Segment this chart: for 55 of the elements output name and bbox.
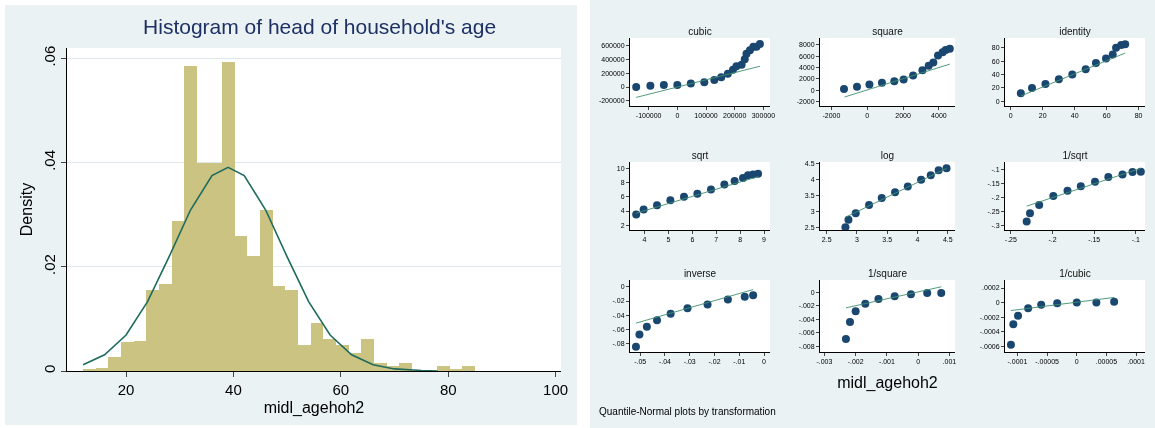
point bbox=[1108, 50, 1117, 59]
point bbox=[632, 83, 641, 92]
chart-title: inverse bbox=[683, 268, 717, 279]
point bbox=[865, 80, 874, 89]
point bbox=[1022, 217, 1031, 226]
point bbox=[1014, 311, 1023, 320]
point bbox=[1009, 320, 1018, 329]
point bbox=[646, 81, 655, 90]
chart-title: identity bbox=[1059, 26, 1091, 37]
point bbox=[740, 292, 749, 301]
point bbox=[841, 223, 850, 230]
chart-title: log bbox=[880, 150, 895, 161]
chart-title: Histogram of head of household's age bbox=[143, 15, 497, 39]
point bbox=[937, 288, 946, 297]
text: Quantile-Normal plots by transformation bbox=[599, 406, 776, 417]
point bbox=[1110, 297, 1119, 306]
chart-title: 1/sqrt bbox=[1062, 150, 1088, 161]
x-tick-label: 40 bbox=[225, 381, 242, 398]
point bbox=[737, 60, 746, 69]
point bbox=[642, 322, 651, 331]
y-tick-label: 0 bbox=[41, 364, 58, 373]
point bbox=[945, 44, 954, 53]
point bbox=[851, 307, 860, 316]
x-tick-label: 20 bbox=[117, 381, 135, 398]
x-axis-title: midl_agehoh2 bbox=[837, 374, 938, 393]
chart-title: square bbox=[872, 26, 904, 37]
x-tick-label: 60 bbox=[332, 381, 350, 398]
point bbox=[839, 85, 848, 94]
point bbox=[1121, 40, 1130, 49]
point bbox=[631, 342, 640, 351]
x-axis-title: midl_agehoh2 bbox=[263, 398, 365, 417]
point bbox=[1006, 340, 1015, 349]
point bbox=[749, 291, 758, 300]
chart-title: sqrt bbox=[691, 150, 709, 161]
point bbox=[929, 58, 938, 67]
point bbox=[1136, 167, 1145, 176]
y-tick-label: .06 bbox=[41, 45, 58, 67]
chart-title: 1/cubic bbox=[1059, 268, 1091, 279]
point bbox=[1026, 209, 1034, 218]
point bbox=[659, 80, 668, 89]
point bbox=[635, 330, 644, 339]
x-tick-label: 80 bbox=[439, 381, 457, 398]
y-axis-title: Density bbox=[17, 182, 35, 237]
point bbox=[632, 210, 641, 219]
chart-title: 1/square bbox=[868, 268, 908, 279]
point bbox=[841, 335, 850, 344]
y-tick-label: .04 bbox=[41, 149, 58, 171]
point bbox=[754, 169, 763, 178]
y-tick-label: .02 bbox=[41, 254, 58, 275]
chart-title: cubic bbox=[688, 26, 712, 37]
point bbox=[846, 318, 854, 327]
point bbox=[1016, 89, 1025, 98]
point bbox=[852, 82, 861, 91]
point bbox=[844, 215, 853, 224]
x-tick-label: 100 bbox=[543, 381, 569, 398]
